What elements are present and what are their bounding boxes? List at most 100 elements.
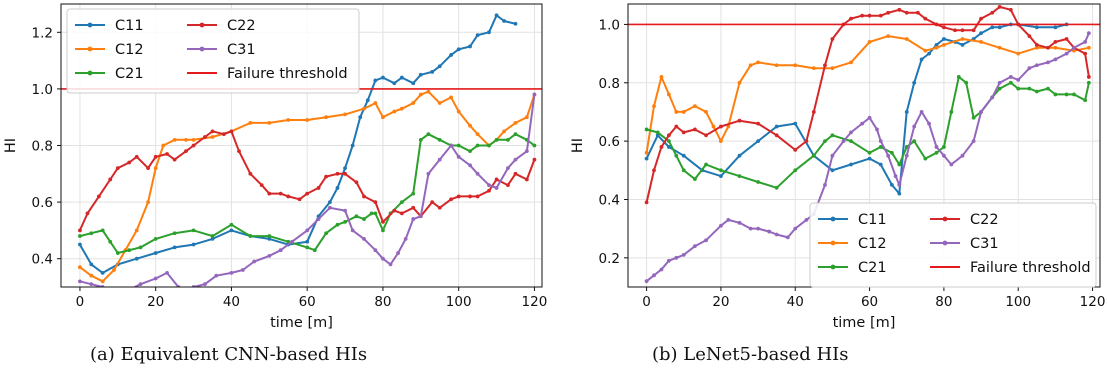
data-point-C12 — [146, 200, 151, 205]
data-point-C22 — [756, 121, 760, 126]
data-point-C31 — [418, 214, 423, 219]
data-point-C22 — [897, 7, 902, 12]
data-point-C22 — [96, 194, 101, 199]
data-point-C21 — [426, 132, 431, 137]
x-tick-label: 120 — [522, 294, 548, 310]
plot-area — [628, 5, 1100, 284]
data-point-C31 — [886, 153, 891, 158]
data-point-C31 — [997, 80, 1002, 85]
data-point-C21 — [513, 132, 518, 137]
data-point-C12 — [886, 34, 891, 38]
data-point-C31 — [692, 244, 697, 249]
data-point-C11 — [897, 191, 902, 196]
data-point-C22 — [923, 16, 928, 21]
caption-b: (b) LeNet5-based HIs — [652, 344, 849, 365]
data-point-C12 — [904, 37, 909, 41]
data-point-C11 — [456, 47, 461, 52]
data-point-C11 — [267, 236, 272, 241]
y-axis-title: HI — [570, 138, 586, 153]
chart-a: 0 20 40 60 80 100 120 0.4 0.6 0.8 1.0 1.2 time [m] HI… — [3, 3, 548, 331]
data-point-C31 — [127, 288, 131, 292]
data-point-C11 — [997, 25, 1002, 30]
data-point-C21 — [889, 150, 894, 155]
data-point-C12 — [524, 115, 529, 120]
legend-label: C12 — [115, 42, 144, 58]
data-point-C21 — [956, 75, 961, 79]
data-point-C31 — [214, 273, 219, 278]
data-point-C21 — [737, 174, 742, 179]
data-point-C22 — [1008, 7, 1013, 12]
data-point-C21 — [456, 143, 461, 148]
legend-label: C12 — [858, 236, 887, 252]
legend-entry-c11: C11 — [818, 212, 887, 228]
data-point-C22 — [305, 191, 310, 196]
data-point-C31 — [252, 259, 257, 264]
data-point-C31 — [1064, 51, 1069, 56]
series-line-C31 — [645, 32, 1090, 282]
data-point-C31 — [203, 282, 207, 287]
data-point-C12 — [286, 118, 291, 122]
data-point-C31 — [927, 121, 931, 126]
data-point-C22 — [823, 63, 827, 68]
series-C21 — [78, 132, 537, 255]
data-point-C12 — [437, 101, 442, 105]
data-point-C12 — [112, 268, 116, 272]
data-point-C11 — [210, 236, 215, 241]
data-point-C31 — [1083, 40, 1088, 44]
y-tick-label: 0.8 — [32, 139, 53, 155]
data-point-C31 — [767, 229, 772, 234]
data-point-C21 — [324, 231, 329, 236]
data-point-C21 — [108, 239, 113, 244]
data-point-C21 — [532, 143, 537, 148]
caption-a: (a) Equivalent CNN-based HIs — [90, 344, 368, 365]
data-point-C11 — [365, 98, 370, 103]
data-point-C31 — [78, 279, 82, 284]
data-point-C11 — [960, 42, 965, 47]
data-point-C22 — [1034, 42, 1039, 47]
data-point-C31 — [89, 282, 94, 287]
data-point-C11 — [399, 75, 404, 80]
data-point-C31 — [719, 223, 723, 228]
data-point-C21 — [1027, 86, 1032, 91]
data-point-C12 — [267, 120, 272, 125]
data-point-C22 — [692, 127, 697, 132]
data-point-C21 — [655, 130, 660, 135]
data-point-C21 — [878, 145, 883, 149]
data-point-C12 — [362, 106, 366, 111]
series-C12 — [644, 34, 1091, 155]
data-point-C22 — [165, 152, 169, 156]
data-point-C22 — [774, 133, 779, 138]
data-point-C21 — [1064, 92, 1069, 97]
data-point-C11 — [904, 110, 909, 114]
data-point-C31 — [960, 153, 965, 158]
data-point-C22 — [1064, 37, 1069, 41]
x-tick-label: 40 — [223, 294, 240, 310]
data-point-C11 — [134, 256, 139, 261]
data-point-C12 — [1086, 45, 1091, 50]
data-point-C21 — [704, 162, 708, 167]
data-point-C12 — [960, 37, 965, 41]
data-point-C12 — [411, 101, 416, 105]
data-point-C11 — [305, 239, 310, 244]
data-point-C11 — [934, 42, 939, 47]
data-point-C12 — [737, 80, 742, 85]
data-point-C21 — [494, 137, 499, 142]
data-point-C21 — [475, 143, 480, 148]
legend-box — [66, 8, 360, 94]
data-point-C31 — [875, 127, 879, 132]
data-point-C22 — [324, 174, 329, 179]
data-point-C21 — [312, 248, 317, 253]
data-point-C12 — [153, 166, 158, 171]
data-point-C22 — [278, 191, 283, 196]
data-point-C22 — [78, 228, 82, 233]
data-point-C31 — [756, 226, 760, 231]
data-point-C31 — [475, 171, 480, 176]
data-point-C22 — [399, 211, 404, 216]
data-point-C31 — [411, 217, 416, 221]
legend-marker — [87, 46, 93, 52]
data-point-C22 — [704, 133, 708, 138]
data-point-C21 — [506, 137, 510, 142]
data-point-C11 — [849, 162, 853, 167]
data-point-C22 — [286, 194, 291, 199]
data-point-C21 — [362, 217, 366, 221]
